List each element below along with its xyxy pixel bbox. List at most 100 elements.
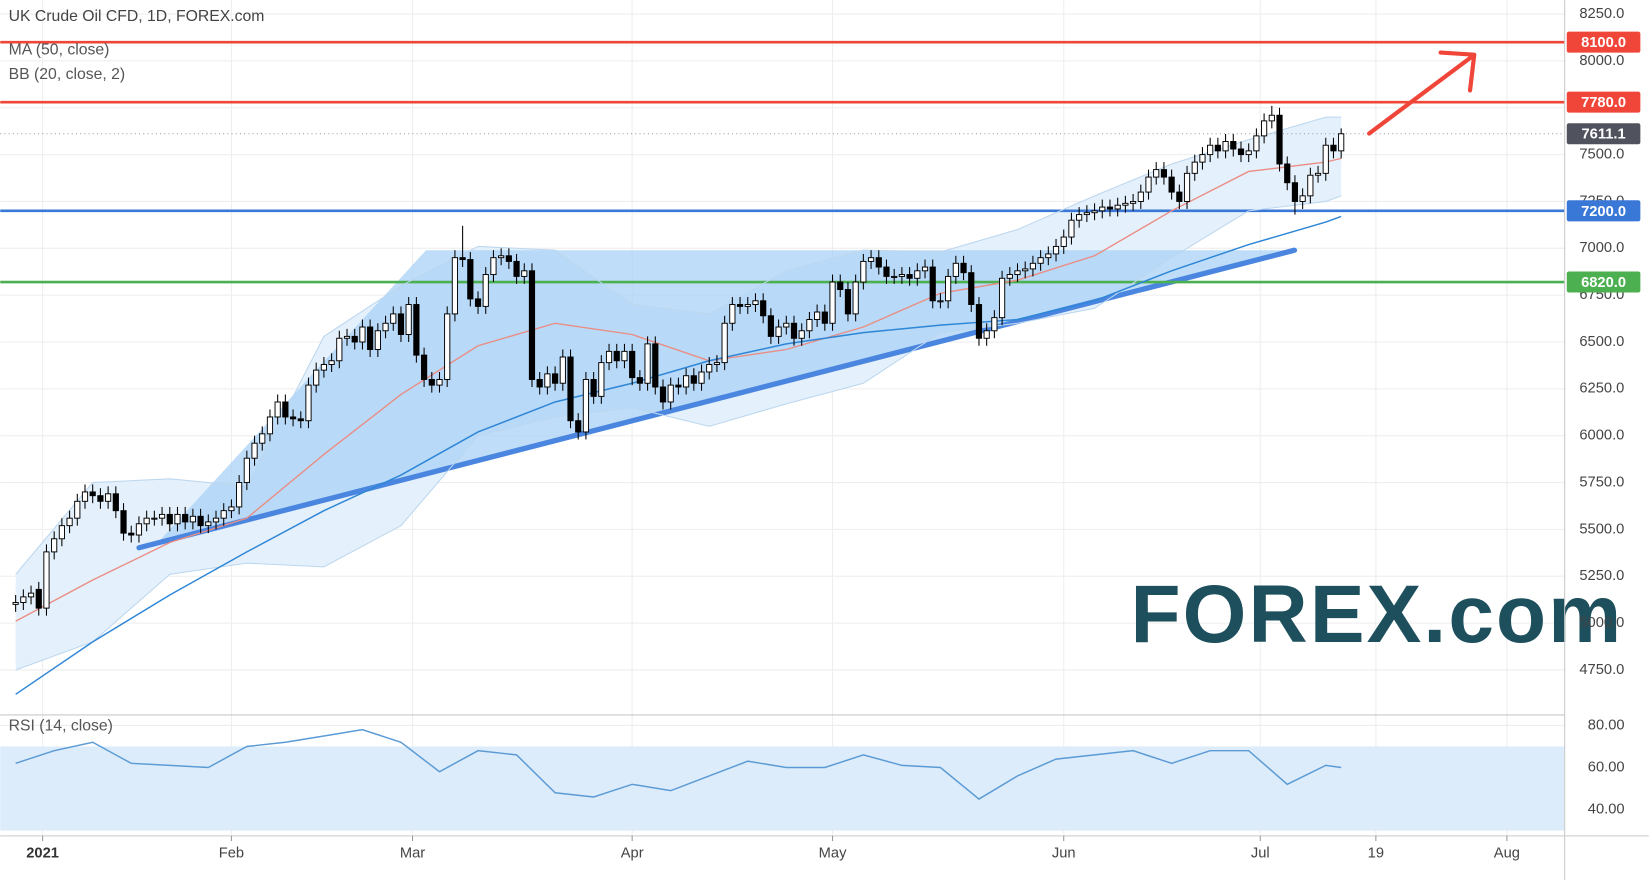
- candle-body: [1014, 270, 1021, 276]
- arrow-shaft: [1367, 53, 1476, 136]
- candle-body: [1145, 176, 1152, 193]
- candle-body: [1083, 212, 1090, 216]
- rsi-title: RSI (14, close): [9, 718, 113, 735]
- candle-body: [351, 335, 358, 343]
- candle-body: [914, 270, 921, 279]
- candle-body: [212, 517, 220, 523]
- chart-title: UK Crude Oil CFD, 1D, FOREX.com: [9, 8, 265, 25]
- candle-body: [528, 270, 536, 380]
- candle-body: [767, 315, 774, 337]
- candle-body: [12, 602, 19, 605]
- candle-body: [567, 356, 574, 422]
- candle-body: [605, 350, 613, 364]
- x-tick-label: 19: [1368, 846, 1384, 862]
- candle-body: [621, 350, 628, 362]
- candle-body: [837, 281, 844, 291]
- level-label-box: [1566, 123, 1641, 145]
- x-tick-label: Aug: [1494, 846, 1520, 862]
- candle-body: [690, 375, 697, 384]
- y-tick-label: 5000.0: [1579, 615, 1624, 631]
- candle-body: [1322, 144, 1329, 174]
- candle-body: [382, 322, 389, 332]
- candle-body: [428, 379, 435, 386]
- candle-body: [736, 304, 744, 307]
- candle-body: [228, 506, 235, 512]
- candle-body: [1060, 236, 1067, 247]
- candle-body: [629, 350, 636, 379]
- candle-body: [937, 300, 944, 303]
- y-tick-label: 8000.0: [1579, 53, 1624, 69]
- candle-body: [336, 337, 343, 362]
- candle-body: [1160, 169, 1168, 178]
- candle-body: [744, 304, 751, 307]
- candle-body: [220, 510, 227, 519]
- candle-body: [1284, 163, 1291, 184]
- candle-body: [135, 523, 143, 536]
- candle-body: [436, 379, 443, 386]
- candle-body: [829, 281, 836, 324]
- candle-body: [1307, 174, 1314, 197]
- candle-body: [51, 538, 58, 553]
- candle-body: [968, 272, 975, 305]
- candle-body: [683, 375, 690, 388]
- candle-body: [120, 510, 127, 534]
- candle-body: [27, 592, 35, 598]
- candle-body: [1006, 274, 1013, 279]
- candle-body: [1253, 135, 1260, 152]
- x-tick-label: 2021: [26, 846, 59, 862]
- candle-body: [536, 379, 543, 388]
- candle-body: [467, 259, 474, 300]
- candle-body: [289, 416, 297, 420]
- candle-body: [1168, 176, 1175, 193]
- candle-body: [1052, 245, 1060, 255]
- candle-body: [1122, 202, 1129, 206]
- candle-body: [143, 517, 150, 525]
- candle-body: [559, 356, 566, 384]
- candle-body: [752, 300, 759, 305]
- legend-ma: MA (50, close): [9, 42, 110, 59]
- candle-body: [1268, 114, 1275, 122]
- candle-body: [282, 401, 289, 418]
- candle-body: [1099, 206, 1106, 212]
- candle-body: [675, 384, 682, 388]
- candle-body: [1237, 148, 1245, 156]
- candle-body: [320, 364, 327, 371]
- candle-body: [1176, 191, 1183, 202]
- candle-body: [505, 255, 512, 262]
- candle-body: [721, 322, 728, 364]
- candle-body: [367, 326, 374, 350]
- candle-body: [482, 274, 489, 307]
- watermark: FOREX.com: [1130, 569, 1623, 660]
- x-tick-label: Apr: [621, 846, 644, 862]
- y-tick-label: 6000.0: [1579, 428, 1624, 444]
- levels: [0, 40, 1565, 284]
- candle-body: [790, 322, 798, 339]
- candle-body: [760, 300, 767, 317]
- y-tick-label: 5750.0: [1579, 474, 1624, 490]
- x-tick-label: Mar: [400, 846, 425, 862]
- candle-body: [189, 515, 196, 523]
- candle-body: [867, 257, 875, 262]
- candle-body: [66, 517, 73, 527]
- candle-body: [998, 277, 1006, 319]
- candle-body: [806, 319, 813, 332]
- candle-body: [1214, 144, 1221, 152]
- candle-body: [798, 330, 805, 339]
- rsi-line: [15, 728, 1342, 800]
- candle-body: [644, 343, 651, 384]
- candle-body: [259, 433, 266, 444]
- candle-body: [1106, 206, 1114, 210]
- candle-body: [775, 326, 782, 337]
- candle-body: [498, 255, 505, 259]
- candle-body: [413, 304, 420, 356]
- candle-body: [359, 326, 366, 343]
- candle-body: [552, 373, 559, 384]
- y-tick-label: 6250.0: [1579, 381, 1624, 397]
- candle-body: [991, 317, 998, 332]
- arrow: [1367, 50, 1477, 136]
- candle-body: [952, 262, 959, 277]
- candle-body: [544, 373, 551, 388]
- candles: [12, 105, 1345, 616]
- candle-body: [898, 274, 905, 277]
- candle-body: [590, 379, 597, 397]
